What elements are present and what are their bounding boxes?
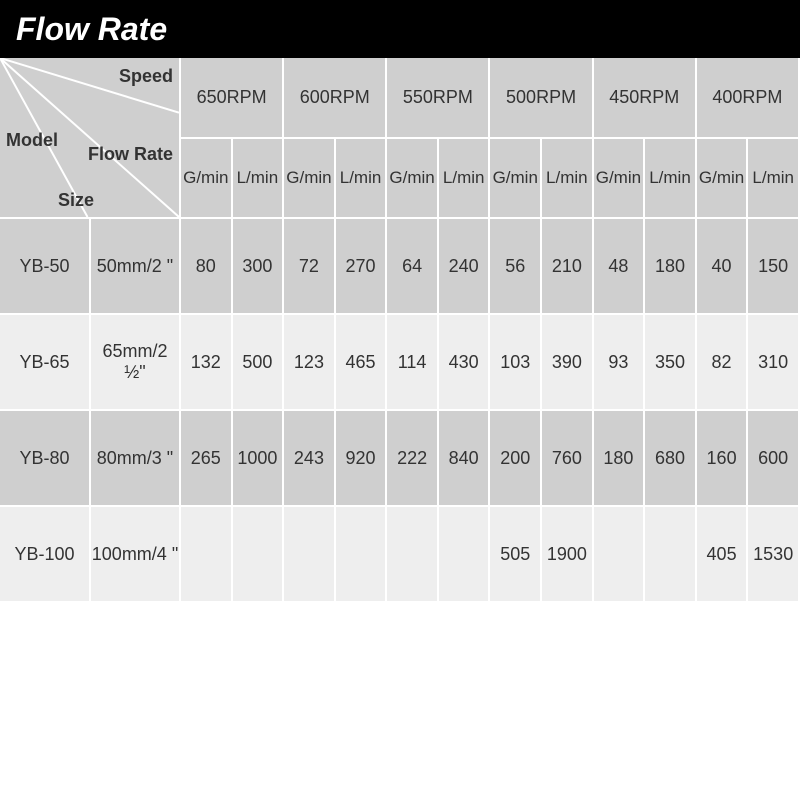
unit-header: G/min [696, 138, 748, 218]
unit-header: G/min [283, 138, 335, 218]
table-body: YB-50 50mm/2 " 80 300 72 270 64 240 56 2… [0, 218, 799, 602]
unit-header: G/min [489, 138, 541, 218]
label-speed: Speed [119, 66, 173, 87]
unit-header: G/min [593, 138, 645, 218]
size-cell: 80mm/3 " [90, 410, 180, 506]
value-cell [593, 506, 645, 602]
value-cell: 80 [180, 218, 232, 314]
unit-header: L/min [232, 138, 284, 218]
value-cell: 123 [283, 314, 335, 410]
unit-header: L/min [541, 138, 593, 218]
value-cell: 310 [747, 314, 799, 410]
value-cell [644, 506, 696, 602]
diagonal-header-cell: Speed Flow Rate Model Size [0, 58, 180, 218]
value-cell: 1000 [232, 410, 284, 506]
value-cell: 300 [232, 218, 284, 314]
flow-rate-table: Speed Flow Rate Model Size 650RPM 600RPM… [0, 58, 800, 603]
value-cell: 222 [386, 410, 438, 506]
value-cell: 114 [386, 314, 438, 410]
speed-header: 500RPM [489, 58, 592, 138]
value-cell [438, 506, 490, 602]
value-cell: 405 [696, 506, 748, 602]
title-bar: Flow Rate [0, 0, 800, 58]
value-cell [283, 506, 335, 602]
model-cell: YB-80 [0, 410, 90, 506]
value-cell: 840 [438, 410, 490, 506]
model-cell: YB-65 [0, 314, 90, 410]
label-size: Size [58, 190, 94, 211]
unit-header: L/min [438, 138, 490, 218]
value-cell: 56 [489, 218, 541, 314]
table-row: YB-65 65mm/2 ½" 132 500 123 465 114 430 … [0, 314, 799, 410]
table-row: YB-80 80mm/3 " 265 1000 243 920 222 840 … [0, 410, 799, 506]
value-cell: 240 [438, 218, 490, 314]
value-cell: 210 [541, 218, 593, 314]
speed-header: 450RPM [593, 58, 696, 138]
value-cell: 72 [283, 218, 335, 314]
unit-header: G/min [180, 138, 232, 218]
title-text: Flow Rate [16, 11, 167, 48]
value-cell: 132 [180, 314, 232, 410]
value-cell: 150 [747, 218, 799, 314]
value-cell: 265 [180, 410, 232, 506]
value-cell [180, 506, 232, 602]
size-cell: 50mm/2 " [90, 218, 180, 314]
unit-header: L/min [335, 138, 387, 218]
speed-header: 550RPM [386, 58, 489, 138]
value-cell: 600 [747, 410, 799, 506]
table-row: YB-100 100mm/4 " 505 1900 405 1530 [0, 506, 799, 602]
value-cell: 500 [232, 314, 284, 410]
model-cell: YB-50 [0, 218, 90, 314]
value-cell: 160 [696, 410, 748, 506]
header-row-1: Speed Flow Rate Model Size 650RPM 600RPM… [0, 58, 799, 138]
value-cell: 680 [644, 410, 696, 506]
value-cell [232, 506, 284, 602]
unit-header: G/min [386, 138, 438, 218]
label-flowrate: Flow Rate [88, 144, 173, 165]
unit-header: L/min [644, 138, 696, 218]
model-cell: YB-100 [0, 506, 90, 602]
value-cell [335, 506, 387, 602]
value-cell: 920 [335, 410, 387, 506]
value-cell: 350 [644, 314, 696, 410]
size-cell: 65mm/2 ½" [90, 314, 180, 410]
table-header: Speed Flow Rate Model Size 650RPM 600RPM… [0, 58, 799, 218]
unit-header: L/min [747, 138, 799, 218]
value-cell [386, 506, 438, 602]
value-cell: 180 [644, 218, 696, 314]
value-cell: 1530 [747, 506, 799, 602]
speed-header: 650RPM [180, 58, 283, 138]
value-cell: 505 [489, 506, 541, 602]
value-cell: 64 [386, 218, 438, 314]
value-cell: 270 [335, 218, 387, 314]
value-cell: 48 [593, 218, 645, 314]
value-cell: 760 [541, 410, 593, 506]
value-cell: 180 [593, 410, 645, 506]
value-cell: 200 [489, 410, 541, 506]
value-cell: 243 [283, 410, 335, 506]
value-cell: 103 [489, 314, 541, 410]
flow-rate-table-container: Flow Rate Speed Flow Rate Model Size 650… [0, 0, 800, 603]
value-cell: 82 [696, 314, 748, 410]
value-cell: 390 [541, 314, 593, 410]
speed-header: 400RPM [696, 58, 799, 138]
value-cell: 1900 [541, 506, 593, 602]
value-cell: 40 [696, 218, 748, 314]
value-cell: 93 [593, 314, 645, 410]
value-cell: 465 [335, 314, 387, 410]
size-cell: 100mm/4 " [90, 506, 180, 602]
label-model: Model [6, 130, 58, 151]
value-cell: 430 [438, 314, 490, 410]
speed-header: 600RPM [283, 58, 386, 138]
table-row: YB-50 50mm/2 " 80 300 72 270 64 240 56 2… [0, 218, 799, 314]
